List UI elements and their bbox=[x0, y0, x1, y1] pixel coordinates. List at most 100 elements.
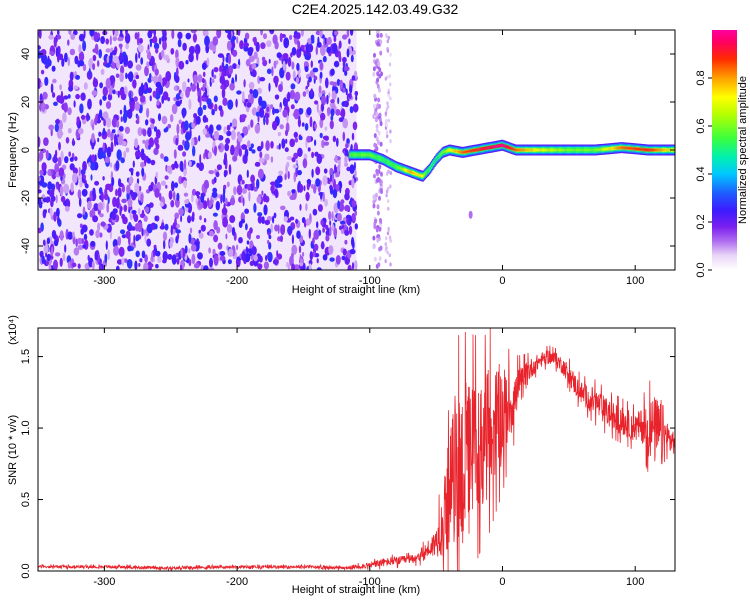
noise-speckle bbox=[87, 200, 92, 210]
noise-speckle bbox=[336, 137, 339, 147]
noise-speckle bbox=[308, 263, 312, 270]
noise-speckle bbox=[247, 47, 253, 56]
noise-speckle bbox=[228, 164, 232, 175]
noise-speckle bbox=[151, 76, 154, 82]
noise-speckle bbox=[267, 251, 273, 263]
noise-speckle bbox=[146, 61, 150, 68]
noise-speckle bbox=[120, 157, 125, 164]
noise-speckle bbox=[249, 227, 253, 234]
noise-speckle bbox=[261, 216, 265, 225]
noise-speckle bbox=[250, 174, 256, 184]
noise-speckle bbox=[241, 180, 245, 185]
ridge-cell bbox=[504, 145, 506, 147]
noise-speckle bbox=[255, 41, 260, 53]
ridge-cell bbox=[639, 148, 641, 151]
noise-speckle bbox=[348, 225, 353, 235]
noise-speckle bbox=[379, 50, 383, 56]
noise-speckle bbox=[242, 91, 245, 102]
noise-speckle bbox=[261, 100, 267, 110]
noise-speckle bbox=[121, 234, 127, 239]
noise-speckle bbox=[64, 198, 71, 209]
noise-speckle bbox=[174, 75, 180, 84]
noise-speckle bbox=[238, 237, 243, 244]
ridge-cell bbox=[613, 147, 615, 150]
ridge-cell bbox=[393, 164, 396, 167]
noise-speckle bbox=[248, 191, 251, 202]
noise-speckle bbox=[117, 129, 120, 135]
noise-speckle bbox=[285, 71, 291, 81]
noise-speckle bbox=[333, 60, 340, 68]
noise-speckle bbox=[119, 109, 123, 115]
ridge-cell bbox=[649, 149, 652, 151]
noise-speckle bbox=[72, 231, 75, 239]
noise-speckle bbox=[102, 142, 105, 152]
ridge-cell bbox=[582, 149, 585, 151]
ridge-cell bbox=[610, 147, 612, 150]
noise-speckle bbox=[78, 127, 84, 135]
ridge-cell bbox=[564, 149, 567, 151]
noise-speckle bbox=[99, 82, 103, 89]
noise-speckle bbox=[385, 189, 389, 194]
noise-speckle bbox=[350, 144, 353, 151]
ridge-cell bbox=[626, 147, 628, 149]
noise-speckle bbox=[131, 210, 137, 215]
noise-speckle bbox=[373, 93, 377, 99]
noise-speckle bbox=[384, 76, 387, 81]
noise-speckle bbox=[121, 198, 127, 204]
noise-speckle bbox=[64, 244, 67, 253]
noise-speckle bbox=[252, 181, 255, 188]
ridge-cell bbox=[480, 148, 483, 150]
noise-speckle bbox=[145, 119, 149, 126]
noise-speckle bbox=[326, 37, 332, 45]
noise-speckle bbox=[284, 173, 287, 181]
noise-speckle bbox=[244, 208, 250, 214]
noise-speckle bbox=[322, 254, 328, 261]
noise-speckle bbox=[77, 213, 83, 219]
noise-speckle bbox=[64, 52, 68, 63]
noise-speckle bbox=[375, 123, 379, 129]
noise-speckle bbox=[126, 184, 131, 194]
noise-speckle bbox=[51, 65, 56, 72]
noise-speckle bbox=[193, 74, 198, 85]
noise-speckle bbox=[124, 126, 130, 134]
noise-speckle bbox=[210, 131, 213, 139]
noise-speckle bbox=[97, 253, 101, 264]
ridge-cell bbox=[556, 149, 558, 151]
noise-speckle bbox=[240, 218, 245, 224]
ridge-cell bbox=[627, 147, 629, 150]
noise-speckle bbox=[204, 149, 208, 157]
noise-speckle bbox=[100, 68, 105, 75]
noise-speckle bbox=[106, 146, 112, 158]
noise-speckle bbox=[95, 229, 100, 239]
noise-speckle bbox=[119, 207, 122, 216]
noise-speckle bbox=[59, 257, 63, 267]
noise-speckle bbox=[236, 90, 242, 95]
noise-speckle bbox=[183, 166, 187, 177]
noise-speckle bbox=[372, 244, 376, 250]
snr-x-tick-label: 100 bbox=[626, 576, 644, 588]
noise-speckle bbox=[386, 101, 389, 106]
noise-speckle bbox=[42, 239, 46, 246]
noise-speckle bbox=[191, 214, 195, 222]
noise-speckle bbox=[342, 118, 349, 129]
ridge-cell bbox=[640, 148, 642, 151]
ridge-cell bbox=[350, 153, 352, 156]
noise-speckle bbox=[208, 127, 211, 135]
noise-speckle bbox=[329, 167, 334, 176]
noise-speckle bbox=[99, 232, 103, 238]
noise-speckle bbox=[229, 122, 232, 127]
noise-speckle bbox=[294, 137, 299, 143]
noise-speckle bbox=[120, 116, 123, 123]
noise-speckle bbox=[302, 158, 308, 169]
ridge-cell bbox=[607, 148, 609, 150]
ridge-cell bbox=[510, 147, 512, 150]
ridge-cell bbox=[463, 151, 466, 153]
noise-speckle bbox=[260, 42, 266, 50]
noise-speckle bbox=[299, 258, 304, 263]
noise-speckle bbox=[147, 30, 153, 39]
colorbar-tick-label: 0.0 bbox=[695, 262, 707, 277]
noise-speckle bbox=[232, 63, 237, 70]
noise-speckle bbox=[265, 140, 270, 151]
noise-speckle bbox=[67, 94, 71, 99]
noise-speckle bbox=[160, 153, 164, 159]
